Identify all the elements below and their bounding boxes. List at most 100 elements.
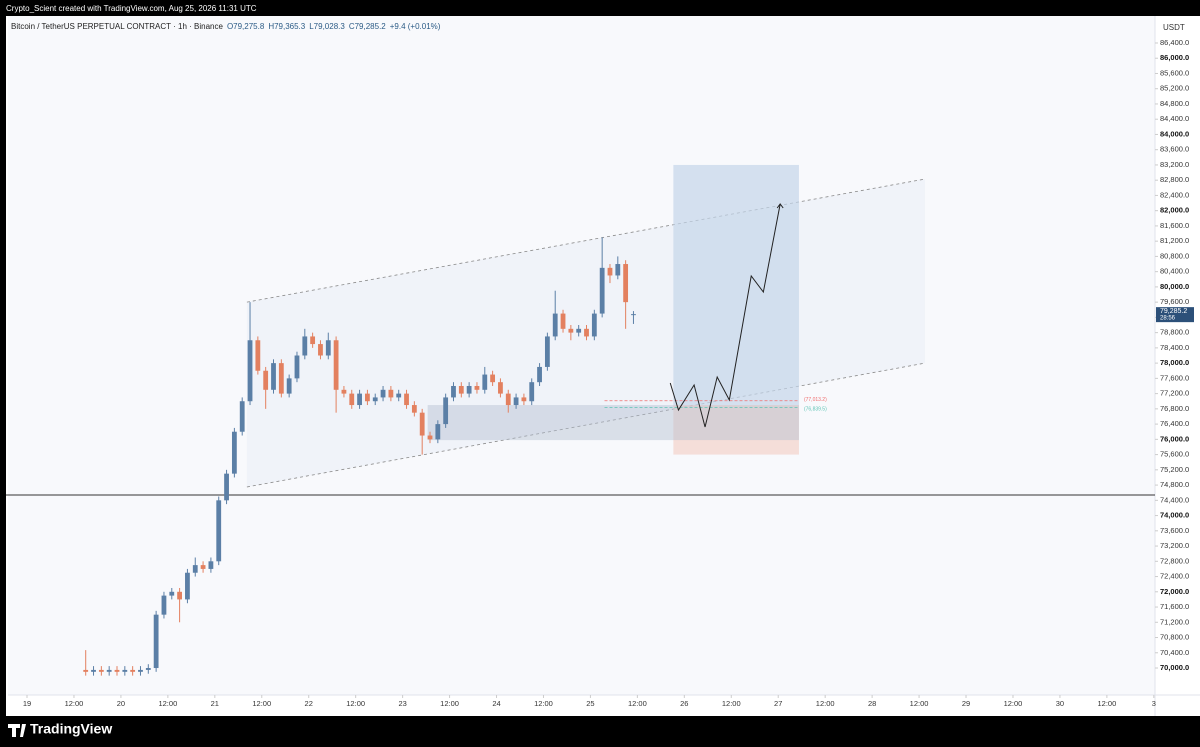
candle-body	[278, 363, 284, 394]
y-tick-label: 81,600.0	[1160, 221, 1189, 230]
ohlc-low: L79,028.3	[309, 22, 345, 31]
price-tag-label: 79,285.2	[1160, 308, 1187, 315]
channel-upper	[246, 178, 926, 303]
y-tick-label: 73,200.0	[1160, 541, 1189, 550]
candle-body	[349, 393, 355, 406]
candle-body	[591, 313, 597, 337]
candle-body	[537, 366, 542, 383]
symbol: Bitcoin / TetherUS PERPETUAL CONTRACT · …	[11, 22, 223, 31]
candle-body	[458, 385, 464, 394]
price-countdown: 28:56	[1160, 316, 1176, 322]
candle-body	[427, 435, 433, 440]
y-tick-label: 71,600.0	[1160, 602, 1189, 611]
ohlc-change: +9.4 (+0.01%)	[389, 22, 441, 31]
candle-body	[239, 401, 245, 432]
stop-box	[673, 405, 799, 455]
x-tick-label: 25	[586, 699, 594, 708]
candle-body	[138, 669, 143, 672]
candle-body	[388, 389, 394, 398]
x-tick-label: 3	[1152, 699, 1156, 708]
candle-body	[560, 313, 566, 329]
x-tick-label: 12:00	[65, 699, 84, 708]
x-tick-label: 19	[23, 699, 31, 708]
candle-body	[490, 374, 496, 383]
x-tick-label: 20	[117, 699, 125, 708]
logo-icon	[8, 724, 26, 737]
candle-body	[341, 389, 347, 394]
candle-body	[310, 336, 316, 345]
y-tick-label: 74,000.0	[1160, 511, 1189, 520]
y-tick-label: 84,800.0	[1160, 99, 1189, 108]
price-tag	[1156, 307, 1194, 323]
y-tick-label: 84,400.0	[1160, 114, 1189, 123]
candle-body	[169, 591, 175, 596]
candle-body	[130, 669, 136, 672]
candle-body	[576, 328, 582, 333]
candle-body	[544, 336, 550, 367]
y-tick-label: 78,800.0	[1160, 328, 1189, 337]
candle-body	[411, 405, 417, 413]
candle-body	[145, 668, 151, 670]
x-tick-label: 27	[774, 699, 782, 708]
x-tick-label: 12:00	[1097, 699, 1116, 708]
x-tick-label: 22	[305, 699, 313, 708]
y-tick-label: 82,400.0	[1160, 190, 1189, 199]
y-tick-label: 83,600.0	[1160, 145, 1189, 154]
y-tick-label: 70,400.0	[1160, 648, 1189, 657]
candle-body	[286, 378, 292, 394]
candle-body	[443, 397, 449, 425]
candle-body	[419, 412, 425, 436]
candle-body	[435, 424, 441, 440]
target-box	[673, 164, 799, 406]
x-tick-label: 12:00	[252, 699, 271, 708]
candle-body	[623, 264, 629, 303]
zone	[427, 405, 799, 441]
y-tick-label: 86,000.0	[1160, 53, 1189, 62]
x-tick-label: 12:00	[816, 699, 835, 708]
candle-body	[466, 385, 472, 394]
legend: Bitcoin / TetherUS PERPETUAL CONTRACT · …	[11, 22, 440, 31]
candle-body	[325, 340, 331, 356]
candle-body	[200, 565, 206, 569]
candle-body	[333, 340, 339, 390]
currency: USDT	[1163, 23, 1185, 32]
candle-body	[83, 669, 89, 672]
y-tick-label: 80,000.0	[1160, 282, 1189, 291]
candle-body	[404, 393, 409, 406]
y-tick-label: 77,600.0	[1160, 373, 1189, 382]
y-tick-label: 72,400.0	[1160, 572, 1189, 581]
candle-body	[114, 669, 120, 672]
candle-body	[208, 561, 214, 569]
y-tick-label: 85,600.0	[1160, 68, 1189, 77]
projection-path	[669, 203, 781, 428]
candle-body	[552, 313, 558, 337]
x-tick-label: 28	[868, 699, 876, 708]
candle-body	[153, 614, 159, 669]
x-tick-label: 30	[1056, 699, 1064, 708]
y-tick-label: 76,000.0	[1160, 434, 1189, 443]
level-label: (77,013.2)	[804, 397, 827, 403]
header: Crypto_Scient created with TradingView.c…	[6, 4, 257, 13]
y-tick-label: 83,200.0	[1160, 160, 1189, 169]
candle-body	[482, 374, 488, 390]
y-tick-label: 74,400.0	[1160, 495, 1189, 504]
y-tick-label: 76,800.0	[1160, 404, 1189, 413]
candle-body	[161, 595, 167, 615]
candle-body	[192, 565, 198, 573]
logo: TradingView	[30, 721, 112, 737]
candle-body	[474, 385, 480, 390]
candle-body	[255, 340, 261, 371]
candle-body	[631, 314, 636, 316]
candle-body	[529, 382, 535, 402]
level-label: (76,839.5)	[804, 407, 827, 413]
candle-body	[106, 669, 112, 672]
y-tick-label: 81,200.0	[1160, 236, 1189, 245]
y-tick-label: 77,200.0	[1160, 389, 1189, 398]
candle-body	[122, 669, 128, 672]
y-tick-label: 71,200.0	[1160, 617, 1189, 626]
y-tick-label: 80,800.0	[1160, 251, 1189, 260]
x-tick-label: 12:00	[628, 699, 647, 708]
ohlc-high: H79,365.3	[268, 22, 306, 31]
